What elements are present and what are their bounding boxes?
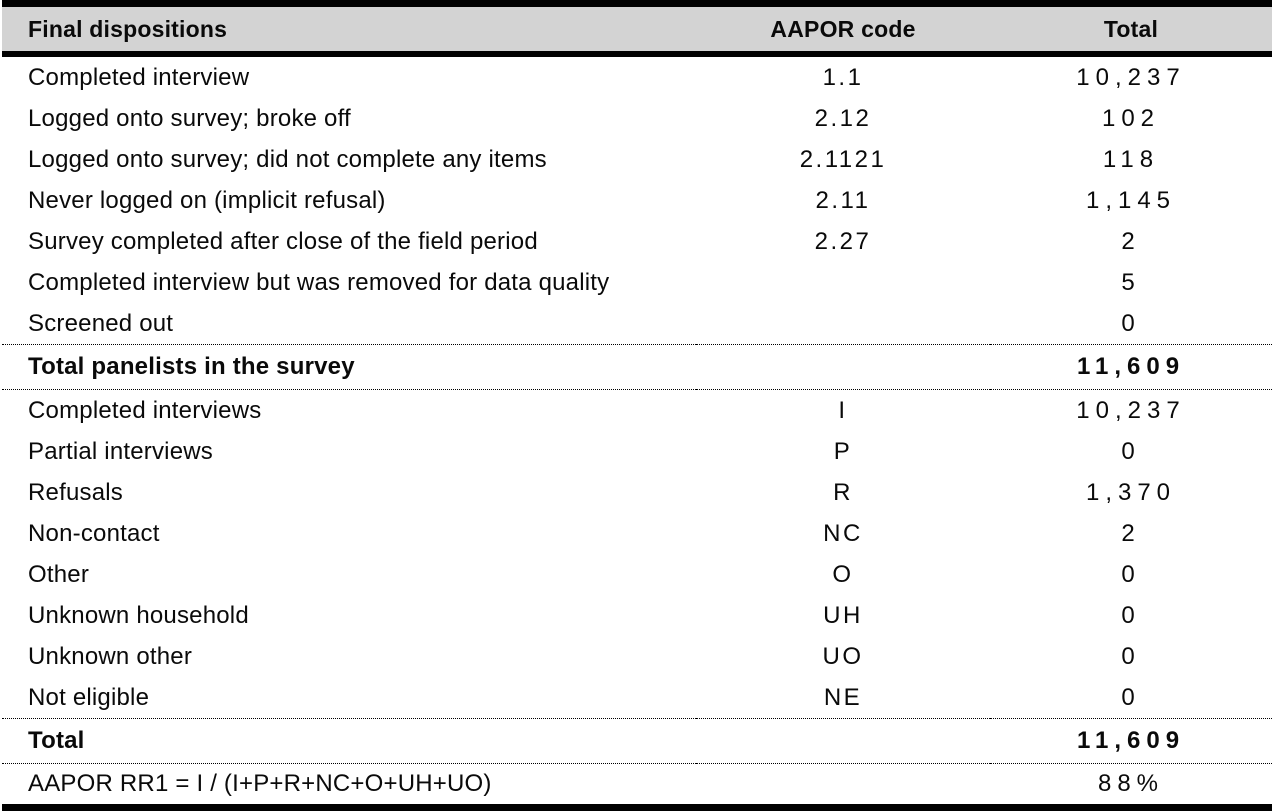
cell-aapor-code [696,262,990,303]
header-final-dispositions: Final dispositions [2,0,696,57]
cell-aapor-code: P [833,437,853,465]
table-row: Refusals R 1,370 [2,472,1272,513]
cell-final-disposition: Survey completed after close of the fiel… [28,227,538,255]
cell-aapor-code [696,764,990,811]
cell-aapor-code: UO [822,642,864,670]
cell-final-disposition: Never logged on (implicit refusal) [28,186,386,214]
cell-aapor-code: 1.1 [822,63,864,91]
cell-aapor-code: 2.1121 [799,145,887,173]
cell-total: 0 [1121,601,1141,629]
cell-final-disposition: Refusals [28,478,123,506]
cell-final-disposition: Logged onto survey; broke off [28,104,351,132]
table-body: Completed interview 1.1 10,237 Logged onto … [2,57,1272,811]
cell-final-disposition: Partial interviews [28,437,213,465]
cell-total: 1,145 [1085,186,1177,214]
cell-total: 10,237 [1076,63,1186,91]
cell-aapor-code: UH [823,601,863,629]
table-header: Final dispositions AAPOR code Total [2,0,1272,57]
cell-aapor-code: NC [823,519,863,547]
cell-total: 88% [990,764,1272,811]
cell-total: 2 [1121,519,1141,547]
cell-aapor-code [696,718,990,764]
table-row: Completed interview but was removed for … [2,262,1272,303]
cell-aapor-code: 2.12 [814,104,872,132]
table-row: Survey completed after close of the fiel… [2,221,1272,262]
cell-final-disposition: Not eligible [28,683,150,711]
cell-total: 118 [1102,145,1160,173]
cell-total: 0 [1121,437,1141,465]
table-row: AAPOR RR1 = I / (I+P+R+NC+O+UH+UO) 88% [2,764,1272,811]
cell-total: 10,237 [1076,396,1186,424]
cell-final-disposition: Completed interviews [28,396,262,424]
cell-final-disposition: Other [28,560,90,588]
cell-final-disposition: Completed interview [28,63,250,91]
cell-aapor-code: O [832,560,854,588]
cell-total: 2 [1121,227,1141,255]
cell-total: 11,609 [990,718,1272,764]
table-row: Completed interviews I 10,237 [2,390,1272,431]
cell-aapor-code [696,303,990,344]
header-total: Total [990,0,1272,57]
cell-final-disposition: AAPOR RR1 = I / (I+P+R+NC+O+UH+UO) [2,764,696,811]
cell-final-disposition: Total panelists in the survey [2,344,696,390]
cell-final-disposition: Screened out [28,309,174,337]
header-aapor-code: AAPOR code [696,0,990,57]
cell-final-disposition: Non-contact [28,519,160,547]
table-row: Other O 0 [2,554,1272,595]
table-row: Total panelists in the survey 11,609 [2,344,1272,390]
cell-final-disposition: Unknown other [28,642,193,670]
cell-total: 0 [1121,309,1141,337]
cell-final-disposition: Logged onto survey; did not complete any… [28,145,547,173]
cell-total: 5 [1121,268,1141,296]
cell-aapor-code [696,344,990,390]
cell-aapor-code: 2.27 [814,227,872,255]
cell-final-disposition: Unknown household [28,601,249,629]
table-row: Total 11,609 [2,718,1272,764]
cell-total: 11,609 [990,344,1272,390]
cell-total: 1,370 [1085,478,1177,506]
cell-aapor-code: 2.11 [815,186,871,214]
cell-total: 0 [1121,683,1141,711]
table-row: Logged onto survey; did not complete any… [2,139,1272,180]
cell-total: 0 [1121,642,1141,670]
cell-aapor-code: NE [823,683,863,711]
table-row: Partial interviews P 0 [2,431,1272,472]
cell-aapor-code: R [833,478,853,506]
table-row: Non-contact NC 2 [2,513,1272,554]
table-row: Logged onto survey; broke off 2.12 102 [2,98,1272,139]
cell-aapor-code: I [838,396,848,424]
table-row: Unknown other UO 0 [2,636,1272,677]
cell-total: 102 [1101,104,1161,132]
table-row: Not eligible NE 0 [2,677,1272,718]
cell-final-disposition: Completed interview but was removed for … [28,268,610,296]
table-row: Never logged on (implicit refusal) 2.11 1,… [2,180,1272,221]
cell-total: 0 [1121,560,1141,588]
header-row: Final dispositions AAPOR code Total [2,0,1272,57]
table-row: Unknown household UH 0 [2,595,1272,636]
table-row: Completed interview 1.1 10,237 [2,57,1272,98]
cell-final-disposition: Total [2,718,696,764]
table-row: Screened out 0 [2,303,1272,344]
